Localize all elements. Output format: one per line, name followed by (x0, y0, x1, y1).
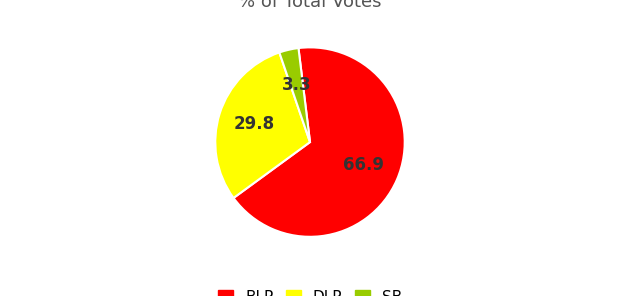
Text: 3.3: 3.3 (282, 76, 312, 94)
Title: % of Total Votes: % of Total Votes (238, 0, 382, 11)
Text: 29.8: 29.8 (233, 115, 275, 133)
Wedge shape (215, 52, 310, 198)
Legend: BLP, DLP, SB: BLP, DLP, SB (218, 290, 402, 296)
Text: 66.9: 66.9 (343, 156, 384, 174)
Wedge shape (280, 48, 310, 142)
Wedge shape (234, 47, 405, 237)
